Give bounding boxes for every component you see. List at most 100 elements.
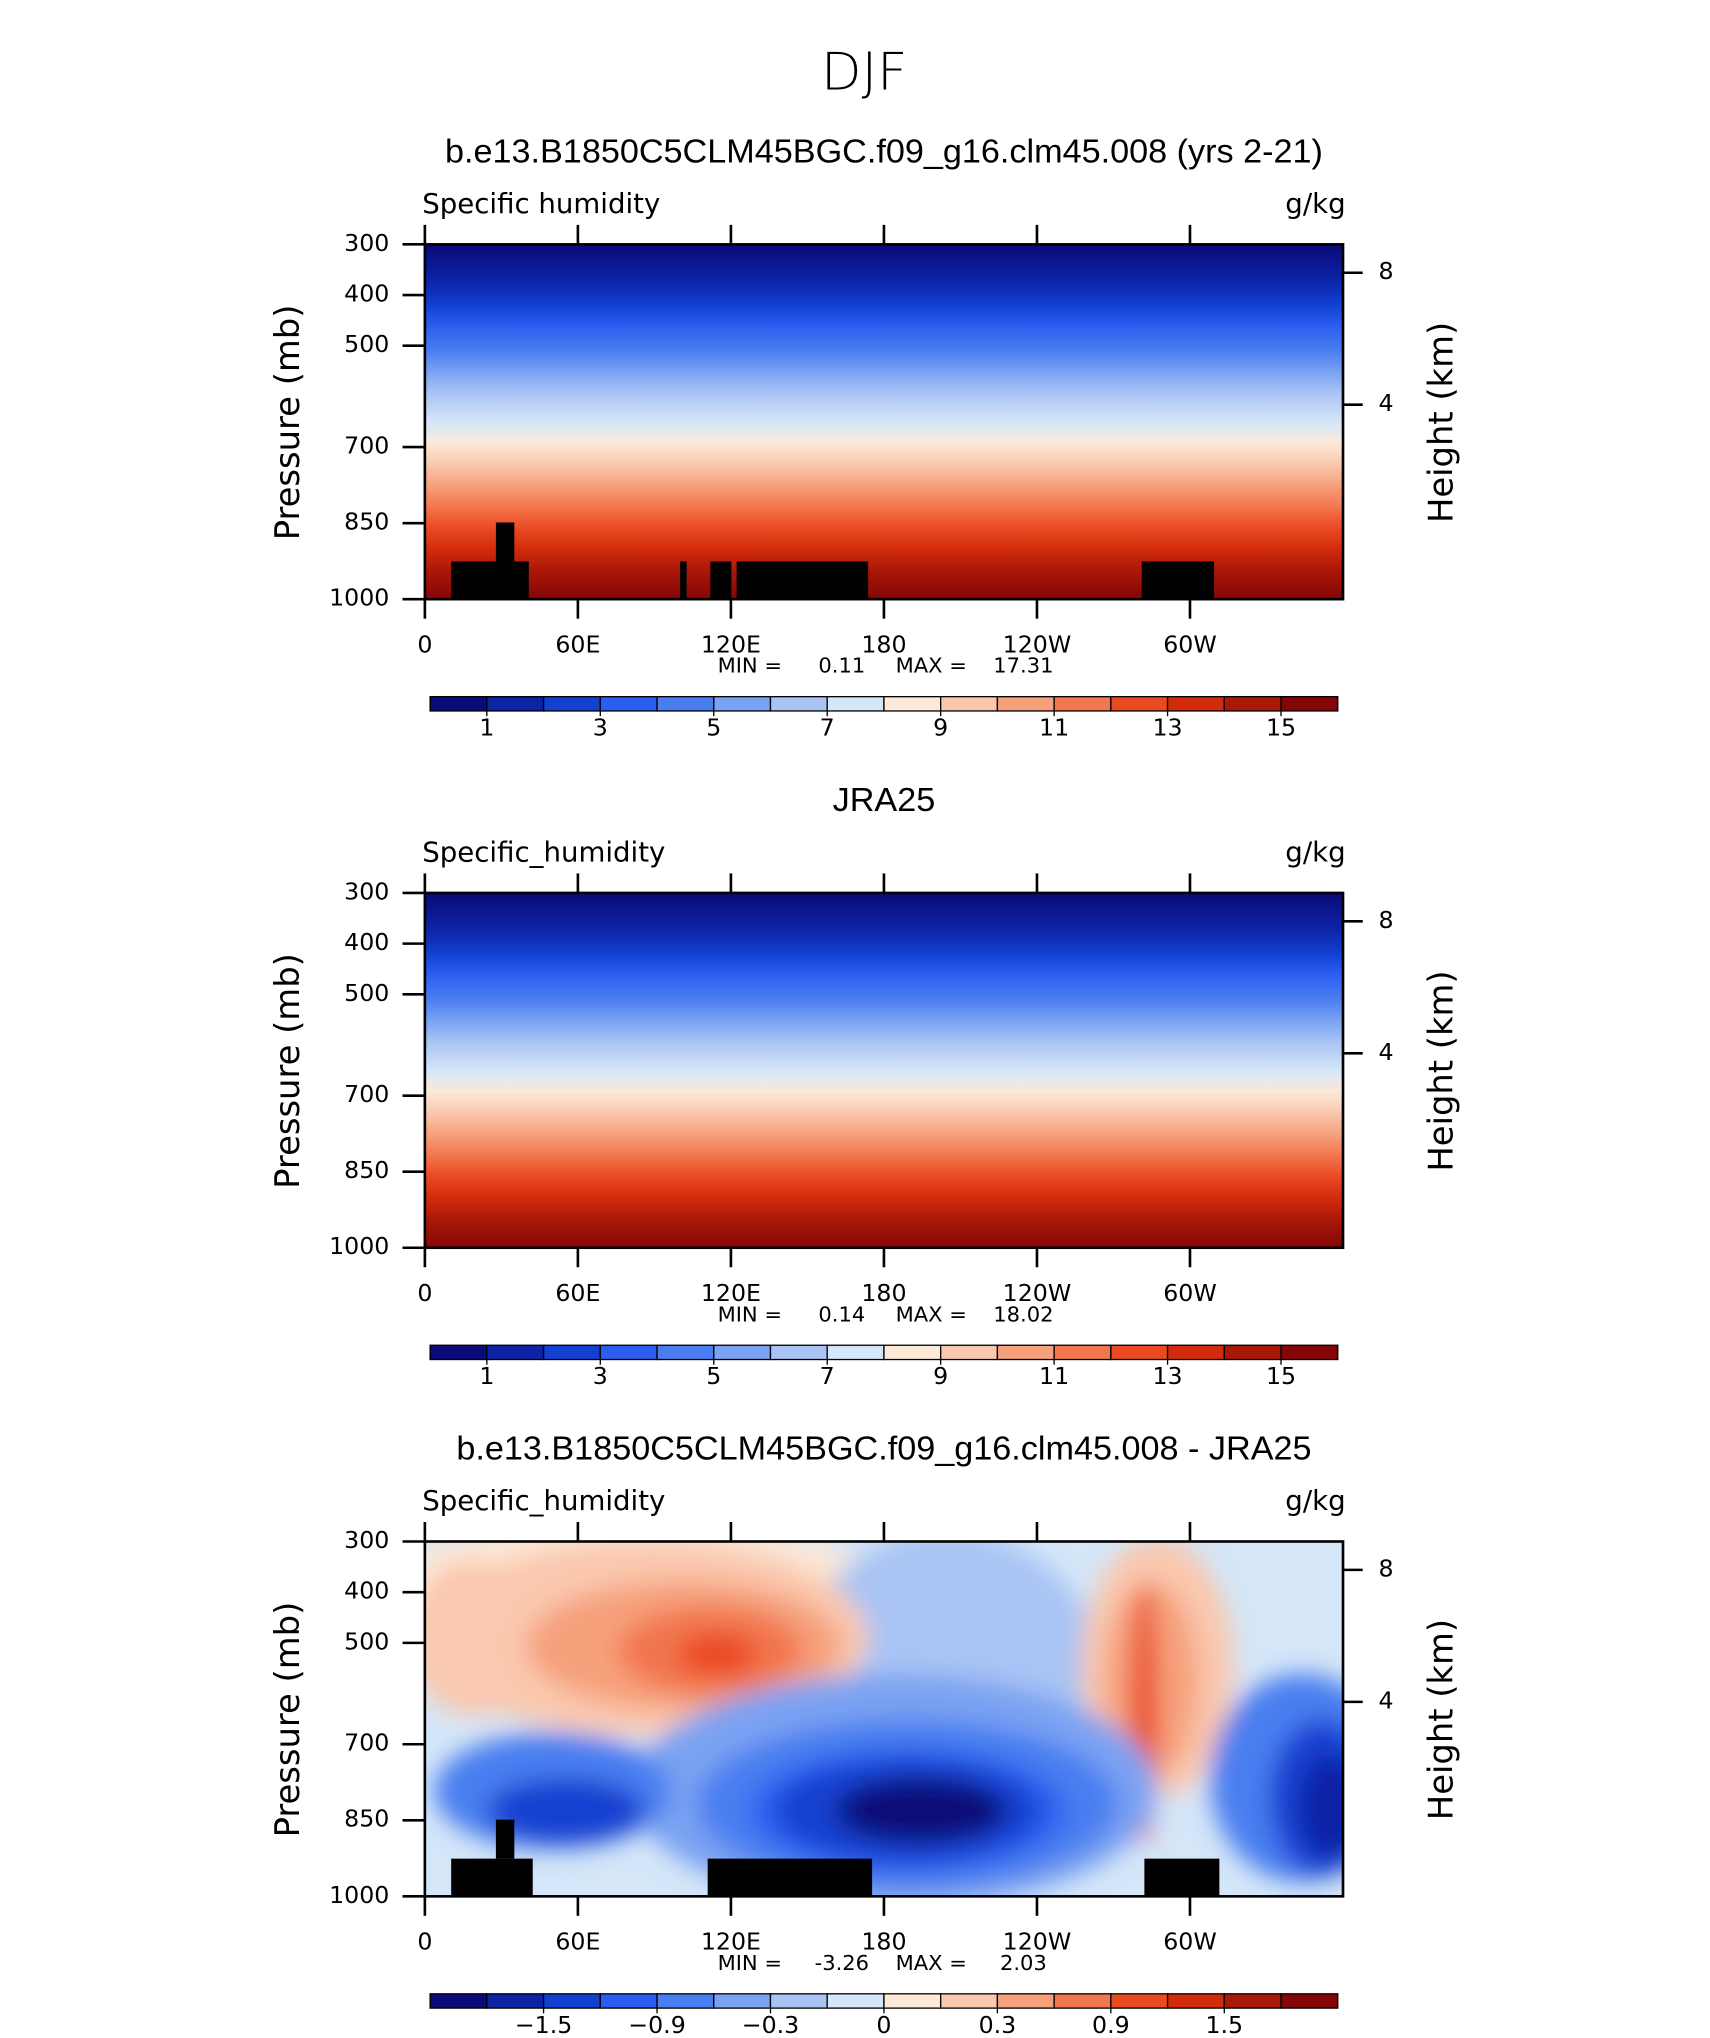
colorbar-label: 1	[479, 1362, 494, 1390]
field-fill	[424, 892, 1344, 1248]
y2-tick-label: 8	[1379, 1554, 1394, 1582]
colorbar-box	[1166, 1993, 1225, 2009]
colorbar-box	[542, 1344, 601, 1361]
y2-tick-label: 4	[1379, 1038, 1394, 1066]
colorbar-label: 1.5	[1205, 2011, 1243, 2038]
colorbar-box	[1110, 696, 1169, 712]
x-tick-label: 120W	[1003, 631, 1072, 659]
colorbar-box	[940, 1344, 999, 1361]
colorbar-box	[1053, 1993, 1112, 2009]
colorbar-box	[996, 696, 1055, 712]
colorbar-box	[826, 1344, 885, 1361]
colorbar-box	[1166, 696, 1225, 712]
colorbar-box	[656, 1344, 715, 1361]
colorbar-box	[1223, 1344, 1282, 1361]
units-label: g/kg	[1285, 838, 1345, 869]
colorbar-box	[826, 1993, 885, 2009]
x-tick-label: 120W	[1003, 1928, 1072, 1956]
colorbar-box	[883, 1993, 942, 2009]
y2-tick-label: 4	[1379, 389, 1394, 417]
x-tick-label: 180	[861, 1279, 906, 1307]
y-tick-label: 850	[344, 508, 389, 536]
colorbar-box	[429, 1993, 488, 2009]
colorbar-box	[713, 1344, 772, 1361]
field-blob	[1299, 1754, 1344, 1859]
min-label: MIN =	[718, 1302, 782, 1326]
x-tick-label: 0	[417, 1928, 432, 1956]
colorbar-label: 7	[820, 714, 835, 742]
y-tick-label: 1000	[329, 1232, 389, 1260]
panel-title: JRA25	[833, 781, 936, 819]
colorbar-label: 0.9	[1092, 2011, 1130, 2038]
colorbar-box	[429, 696, 488, 712]
colorbar-box	[769, 1993, 828, 2009]
min-value: -3.26	[815, 1951, 869, 1975]
x-tick-label: 180	[861, 631, 906, 659]
x-tick-label: 180	[861, 1928, 906, 1956]
colorbar-box	[883, 696, 942, 712]
colorbar-label: 3	[593, 714, 608, 742]
min-label: MIN =	[718, 1951, 782, 1975]
variable-label: Specific_humidity	[422, 1486, 665, 1517]
colorbar-box	[542, 696, 601, 712]
max-label: MAX =	[896, 1302, 967, 1326]
colorbar-label: 9	[933, 714, 948, 742]
colorbar-label: 11	[1039, 1362, 1069, 1390]
colorbar-label: −1.5	[515, 2011, 572, 2038]
colorbar-label: 15	[1266, 1362, 1296, 1390]
y2-axis-label: Height (km)	[1421, 1619, 1461, 1820]
colorbar-box	[599, 1344, 658, 1361]
colorbar-label: 0.3	[979, 2011, 1017, 2038]
colorbar-box	[656, 1993, 715, 2009]
field-blob	[424, 1559, 540, 1716]
panel: b.e13.B1850C5CLM45BGC.f09_g16.clm45.008 …	[268, 132, 1462, 741]
x-tick-label: 120E	[701, 1279, 761, 1307]
colorbar-box	[1110, 1993, 1169, 2009]
y-axis-label: Pressure (mb)	[268, 953, 308, 1189]
colorbar-label: 13	[1153, 1362, 1183, 1390]
colorbar-box	[883, 1344, 942, 1361]
y2-tick-label: 8	[1379, 257, 1394, 285]
max-label: MAX =	[896, 1951, 967, 1975]
colorbar-box	[1166, 1344, 1225, 1361]
min-value: 0.11	[818, 654, 865, 678]
colorbar-box	[996, 1993, 1055, 2009]
min-value: 0.14	[818, 1302, 865, 1326]
field-blob	[835, 1778, 1007, 1844]
colorbar-box	[486, 1993, 545, 2009]
y-axis-label: Pressure (mb)	[268, 305, 308, 541]
y-tick-label: 700	[344, 432, 389, 460]
y-tick-label: 400	[344, 1577, 389, 1605]
colorbar-box	[940, 1993, 999, 2009]
colorbar-box	[599, 1993, 658, 2009]
contour-field	[424, 892, 1344, 1248]
figure-title: DJF	[821, 42, 907, 103]
y-tick-label: 500	[344, 1627, 389, 1655]
units-label: g/kg	[1285, 1486, 1345, 1517]
x-tick-label: 60W	[1163, 1279, 1217, 1307]
x-tick-label: 60W	[1163, 1928, 1217, 1956]
y-tick-label: 300	[344, 229, 389, 257]
colorbar-label: 9	[933, 1362, 948, 1390]
variable-label: Specific humidity	[422, 189, 660, 220]
colorbar-box	[599, 696, 658, 712]
x-tick-label: 60E	[555, 1928, 600, 1956]
x-tick-label: 120W	[1003, 1279, 1072, 1307]
x-tick-label: 120E	[701, 631, 761, 659]
panel: JRA25 Specific_humidity g/kg Pressure (mb) H…	[268, 781, 1462, 1390]
x-tick-label: 120E	[701, 1928, 761, 1956]
max-value: 18.02	[993, 1302, 1053, 1326]
colorbar-box	[996, 1344, 1055, 1361]
colorbar-label: 1	[479, 714, 494, 742]
colorbar-label: 7	[820, 1362, 835, 1390]
colorbar-box	[1280, 696, 1339, 712]
x-tick-label: 60W	[1163, 631, 1217, 659]
land-mask	[451, 522, 1215, 600]
colorbar-box	[713, 696, 772, 712]
y-tick-label: 700	[344, 1080, 389, 1108]
field-blob	[677, 1633, 757, 1676]
x-tick-label: 0	[417, 1279, 432, 1307]
land-mask	[451, 1819, 1220, 1897]
panel-title: b.e13.B1850C5CLM45BGC.f09_g16.clm45.008 …	[456, 1430, 1311, 1468]
